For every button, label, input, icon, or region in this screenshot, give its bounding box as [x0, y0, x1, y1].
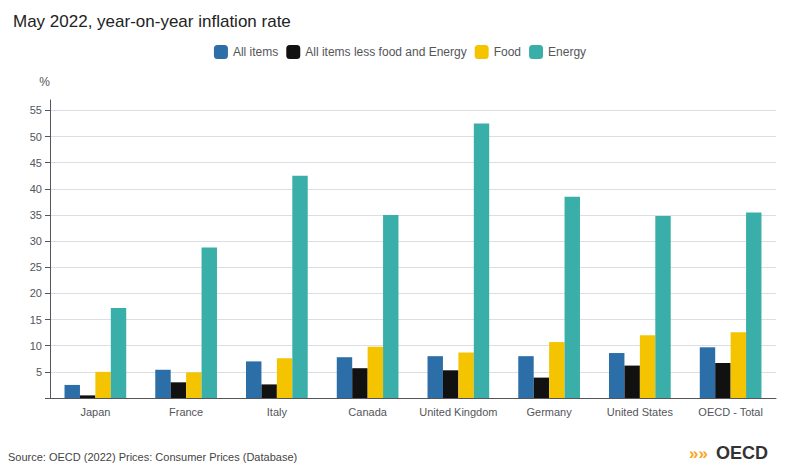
svg-text:OECD: OECD: [716, 443, 768, 463]
svg-text:25: 25: [30, 261, 42, 273]
svg-text:20: 20: [30, 287, 42, 299]
svg-text:Japan: Japan: [80, 406, 110, 418]
svg-text:5: 5: [36, 366, 42, 378]
svg-text:30: 30: [30, 235, 42, 247]
svg-text:Italy: Italy: [267, 406, 288, 418]
svg-text:Germany: Germany: [527, 406, 573, 418]
svg-text:All items: All items: [233, 45, 278, 59]
svg-text:Food: Food: [494, 45, 521, 59]
svg-text:United Kingdom: United Kingdom: [419, 406, 497, 418]
svg-text:15: 15: [30, 314, 42, 326]
svg-text:45: 45: [30, 157, 42, 169]
svg-text:France: France: [169, 406, 203, 418]
svg-text:May 2022, year-on-year inflati: May 2022, year-on-year inflation rate: [13, 12, 291, 31]
svg-text:10: 10: [30, 340, 42, 352]
svg-text:40: 40: [30, 183, 42, 195]
svg-text:50: 50: [30, 131, 42, 143]
svg-text:»»: »»: [689, 444, 708, 463]
svg-text:United States: United States: [607, 406, 674, 418]
svg-text:55: 55: [30, 104, 42, 116]
svg-text:Energy: Energy: [548, 45, 586, 59]
svg-text:All items less food and Energy: All items less food and Energy: [305, 45, 466, 59]
svg-text:Canada: Canada: [348, 406, 387, 418]
svg-text:Source: OECD (2022) Prices: Co: Source: OECD (2022) Prices: Consumer Pri…: [8, 451, 297, 463]
svg-text:%: %: [39, 75, 50, 89]
svg-text:OECD - Total: OECD - Total: [698, 406, 763, 418]
svg-text:35: 35: [30, 209, 42, 221]
